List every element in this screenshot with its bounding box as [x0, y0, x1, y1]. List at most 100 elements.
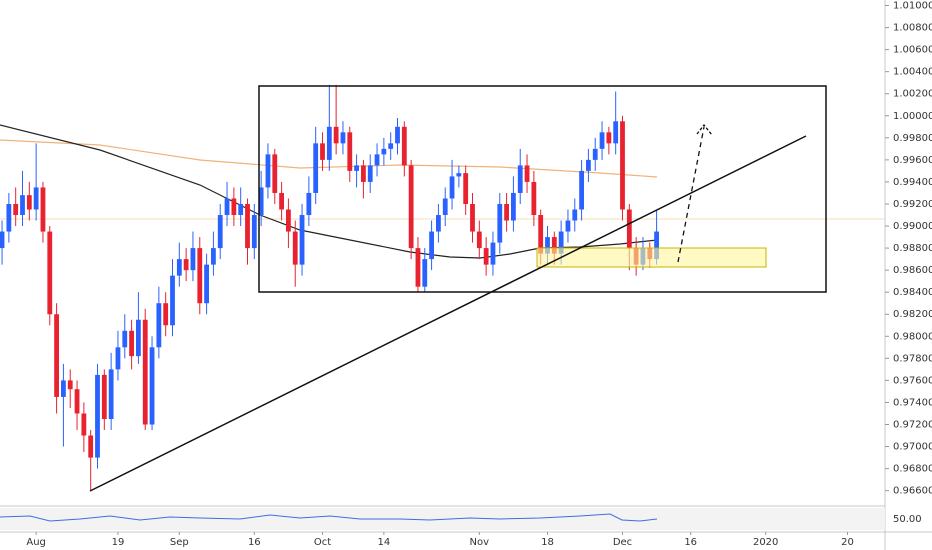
support-zone — [536, 247, 767, 268]
candle-body — [74, 389, 80, 414]
y-tick-label: 0.96600 — [893, 486, 932, 497]
candle-body — [531, 181, 537, 216]
candle-body — [149, 347, 155, 425]
candle-body — [511, 192, 516, 221]
candle-body — [197, 248, 203, 304]
candle-body — [190, 248, 196, 271]
candle-body — [347, 132, 353, 171]
y-tick-label: 1.00000 — [893, 111, 932, 122]
range-box — [258, 85, 827, 293]
candle-body — [313, 143, 319, 193]
candle-body — [67, 380, 73, 390]
y-tick-label: 0.99400 — [893, 177, 932, 188]
candle-body — [367, 165, 373, 182]
candle-body — [81, 413, 87, 436]
candle-body — [258, 187, 264, 216]
x-tick-label: 18 — [541, 537, 554, 548]
candle-body — [654, 231, 659, 260]
candle-body — [115, 347, 121, 370]
candle-body — [504, 203, 509, 221]
candle-body — [176, 259, 182, 276]
candle-body — [88, 435, 94, 458]
x-tick-label: 2020 — [753, 537, 778, 548]
rsi-line — [0, 513, 658, 522]
candle-body — [449, 176, 455, 199]
candle-body — [95, 374, 100, 458]
candle-body — [388, 143, 394, 149]
candle-body — [592, 148, 598, 160]
candle-body — [456, 173, 462, 177]
candle-body — [251, 215, 257, 249]
candle-body — [613, 121, 619, 144]
x-tick-label: Aug — [26, 537, 46, 548]
candles — [0, 84, 659, 491]
candle-body — [272, 154, 278, 193]
x-tick-label: Oct — [314, 537, 331, 548]
candle-body — [586, 159, 591, 171]
candle-body — [156, 303, 162, 348]
candle-body — [436, 215, 441, 232]
candle-body — [320, 143, 325, 160]
y-tick-label: 0.98800 — [893, 243, 932, 254]
candle-body — [299, 215, 305, 265]
candle-body — [13, 203, 19, 216]
candle-body — [101, 374, 107, 419]
candle-body — [33, 187, 39, 210]
candle-body — [286, 209, 291, 232]
candle-body — [463, 173, 469, 204]
candle-body — [108, 369, 114, 419]
candle-body — [572, 209, 578, 221]
candle-body — [476, 231, 482, 249]
trend-line — [89, 135, 807, 492]
candle-body — [129, 330, 134, 357]
y-tick-label: 0.98400 — [893, 287, 932, 298]
candle-body — [620, 121, 625, 210]
y-tick-label: 1.01000 — [893, 1, 932, 12]
candle-body — [333, 126, 339, 144]
candle-body — [163, 303, 169, 326]
candle-body — [292, 231, 298, 265]
y-tick-label: 0.97000 — [893, 442, 932, 453]
candle-body — [183, 259, 189, 271]
y-tick-label: 0.99000 — [893, 221, 932, 232]
y-tick-label: 1.00200 — [893, 89, 932, 100]
candle-body — [490, 242, 496, 265]
candle-body — [524, 165, 530, 182]
candle-body — [224, 198, 230, 216]
candle-body — [0, 231, 5, 249]
candle-body — [538, 215, 544, 254]
candle-body — [54, 314, 59, 397]
candle-body — [415, 248, 421, 287]
candle-body — [122, 330, 128, 348]
projection-arrow — [677, 126, 705, 263]
x-tick-label: 16 — [684, 537, 697, 548]
candle-body — [47, 231, 53, 315]
y-tick-label: 0.98000 — [893, 331, 932, 342]
y-tick-label: 0.98200 — [893, 309, 932, 320]
candle-body — [381, 148, 387, 155]
candle-body — [204, 264, 209, 304]
candle-body — [20, 195, 25, 216]
candle-body — [361, 165, 366, 182]
candle-body — [565, 220, 571, 232]
x-tick-label: Nov — [470, 537, 490, 548]
candle-body — [442, 198, 448, 216]
candle-body — [211, 248, 216, 265]
candle-body — [136, 319, 141, 357]
candle-body — [558, 231, 564, 254]
candle-body — [279, 192, 284, 210]
candle-body — [142, 319, 148, 425]
y-tick-label: 0.99800 — [893, 133, 932, 144]
candle-body — [422, 259, 428, 287]
candle-body — [265, 154, 271, 188]
candle-body — [470, 203, 475, 232]
y-tick-label: 0.99600 — [893, 155, 932, 166]
y-tick-label: 0.97600 — [893, 375, 932, 386]
candle-body — [626, 209, 632, 249]
candle-body — [170, 275, 175, 326]
candle-body — [217, 215, 223, 249]
x-tick-label: 20 — [841, 537, 854, 548]
y-tick-label: 0.96800 — [893, 464, 932, 475]
